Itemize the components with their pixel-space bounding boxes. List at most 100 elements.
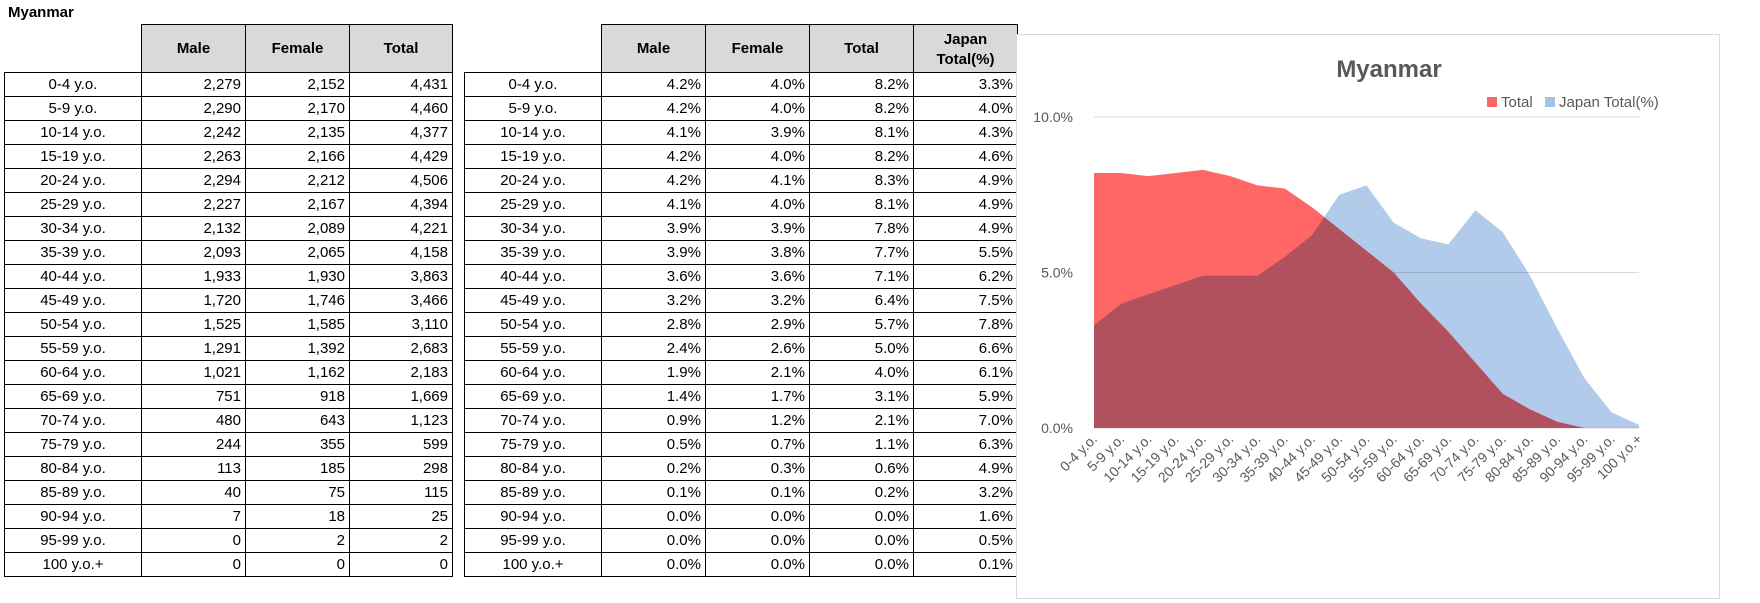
table-row: 90-94 y.o. 0.0% 0.0% 0.0% 1.6% bbox=[464, 504, 1018, 529]
cell-male: 2,242 bbox=[141, 120, 246, 145]
cell-japan-pct: 7.0% bbox=[913, 408, 1018, 433]
cell-total: 3,110 bbox=[349, 312, 453, 337]
row-age-label: 20-24 y.o. bbox=[4, 168, 142, 193]
cell-total-pct: 8.1% bbox=[809, 192, 914, 217]
table-row: 40-44 y.o. 1,933 1,930 3,863 bbox=[4, 264, 453, 289]
cell-total-pct: 0.0% bbox=[809, 552, 914, 577]
header-total: Total bbox=[809, 24, 914, 73]
cell-female-pct: 1.7% bbox=[705, 384, 810, 409]
table-row: 20-24 y.o. 2,294 2,212 4,506 bbox=[4, 168, 453, 193]
table-row: 35-39 y.o. 3.9% 3.8% 7.7% 5.5% bbox=[464, 240, 1018, 265]
cell-japan-pct: 4.0% bbox=[913, 96, 1018, 121]
row-age-label: 50-54 y.o. bbox=[464, 312, 602, 337]
cell-male: 2,227 bbox=[141, 192, 246, 217]
cell-total-pct: 8.2% bbox=[809, 96, 914, 121]
table-row: 95-99 y.o. 0.0% 0.0% 0.0% 0.5% bbox=[464, 528, 1018, 553]
cell-female-pct: 4.1% bbox=[705, 168, 810, 193]
cell-female-pct: 4.0% bbox=[705, 72, 810, 97]
table-row: 60-64 y.o. 1,021 1,162 2,183 bbox=[4, 360, 453, 385]
row-age-label: 65-69 y.o. bbox=[4, 384, 142, 409]
cell-total: 3,863 bbox=[349, 264, 453, 289]
cell-japan-pct: 6.1% bbox=[913, 360, 1018, 385]
cell-female-pct: 4.0% bbox=[705, 144, 810, 169]
cell-japan-pct: 4.3% bbox=[913, 120, 1018, 145]
legend-label-japan: Japan Total(%) bbox=[1559, 94, 1659, 111]
cell-total-pct: 6.4% bbox=[809, 288, 914, 313]
row-age-label: 25-29 y.o. bbox=[4, 192, 142, 217]
cell-male-pct: 0.5% bbox=[601, 432, 706, 457]
row-age-label: 85-89 y.o. bbox=[464, 480, 602, 505]
table-row: 75-79 y.o. 244 355 599 bbox=[4, 432, 453, 457]
cell-female: 1,392 bbox=[245, 336, 350, 361]
cell-total-pct: 5.7% bbox=[809, 312, 914, 337]
table-row: 0-4 y.o. 4.2% 4.0% 8.2% 3.3% bbox=[464, 72, 1018, 97]
cell-male: 113 bbox=[141, 456, 246, 481]
table-row: 15-19 y.o. 2,263 2,166 4,429 bbox=[4, 144, 453, 169]
header-blank bbox=[4, 24, 142, 73]
area-chart: Myanmar 0.0% 5.0% 10.0% Total Japan Total(%… bbox=[1033, 56, 1659, 485]
cell-female: 2,089 bbox=[245, 216, 350, 241]
cell-total: 25 bbox=[349, 504, 453, 529]
row-age-label: 75-79 y.o. bbox=[4, 432, 142, 457]
y-tick-label: 10.0% bbox=[1033, 109, 1073, 125]
cell-total-pct: 1.1% bbox=[809, 432, 914, 457]
cell-female: 18 bbox=[245, 504, 350, 529]
cell-japan-pct: 6.6% bbox=[913, 336, 1018, 361]
cell-male: 7 bbox=[141, 504, 246, 529]
cell-male-pct: 0.0% bbox=[601, 528, 706, 553]
row-age-label: 45-49 y.o. bbox=[464, 288, 602, 313]
cell-male: 1,933 bbox=[141, 264, 246, 289]
cell-japan-pct: 4.9% bbox=[913, 192, 1018, 217]
cell-male: 751 bbox=[141, 384, 246, 409]
cell-total-pct: 0.0% bbox=[809, 528, 914, 553]
cell-japan-pct: 6.2% bbox=[913, 264, 1018, 289]
table-row: 100 y.o.+ 0.0% 0.0% 0.0% 0.1% bbox=[464, 552, 1018, 577]
cell-female: 643 bbox=[245, 408, 350, 433]
cell-female: 1,585 bbox=[245, 312, 350, 337]
cell-total: 1,669 bbox=[349, 384, 453, 409]
table-row: 50-54 y.o. 2.8% 2.9% 5.7% 7.8% bbox=[464, 312, 1018, 337]
header-total: Total bbox=[349, 24, 453, 73]
cell-total-pct: 7.7% bbox=[809, 240, 914, 265]
cell-male-pct: 3.9% bbox=[601, 240, 706, 265]
cell-total: 4,377 bbox=[349, 120, 453, 145]
cell-total: 0 bbox=[349, 552, 453, 577]
legend-swatch-japan bbox=[1545, 97, 1555, 107]
table-row: 70-74 y.o. 0.9% 1.2% 2.1% 7.0% bbox=[464, 408, 1018, 433]
cell-female: 2,152 bbox=[245, 72, 350, 97]
cell-male-pct: 0.0% bbox=[601, 504, 706, 529]
row-age-label: 35-39 y.o. bbox=[4, 240, 142, 265]
cell-total-pct: 8.2% bbox=[809, 72, 914, 97]
cell-male-pct: 4.2% bbox=[601, 168, 706, 193]
cell-male: 2,294 bbox=[141, 168, 246, 193]
table-row: 55-59 y.o. 1,291 1,392 2,683 bbox=[4, 336, 453, 361]
row-age-label: 15-19 y.o. bbox=[4, 144, 142, 169]
row-age-label: 70-74 y.o. bbox=[464, 408, 602, 433]
row-age-label: 100 y.o.+ bbox=[4, 552, 142, 577]
table-row: 5-9 y.o. 2,290 2,170 4,460 bbox=[4, 96, 453, 121]
cell-total: 115 bbox=[349, 480, 453, 505]
row-age-label: 10-14 y.o. bbox=[464, 120, 602, 145]
table-row: 95-99 y.o. 0 2 2 bbox=[4, 528, 453, 553]
cell-male-pct: 4.2% bbox=[601, 144, 706, 169]
table-row: 85-89 y.o. 0.1% 0.1% 0.2% 3.2% bbox=[464, 480, 1018, 505]
table-row: 15-19 y.o. 4.2% 4.0% 8.2% 4.6% bbox=[464, 144, 1018, 169]
cell-japan-pct: 0.1% bbox=[913, 552, 1018, 577]
cell-female-pct: 3.8% bbox=[705, 240, 810, 265]
cell-female-pct: 3.9% bbox=[705, 120, 810, 145]
cell-male-pct: 2.4% bbox=[601, 336, 706, 361]
row-age-label: 90-94 y.o. bbox=[4, 504, 142, 529]
cell-total-pct: 8.1% bbox=[809, 120, 914, 145]
cell-japan-pct: 4.9% bbox=[913, 456, 1018, 481]
cell-female: 2,065 bbox=[245, 240, 350, 265]
row-age-label: 90-94 y.o. bbox=[464, 504, 602, 529]
cell-male: 2,279 bbox=[141, 72, 246, 97]
cell-male: 0 bbox=[141, 552, 246, 577]
header-female: Female bbox=[705, 24, 810, 73]
cell-female-pct: 2.6% bbox=[705, 336, 810, 361]
row-age-label: 85-89 y.o. bbox=[4, 480, 142, 505]
cell-male: 244 bbox=[141, 432, 246, 457]
cell-male-pct: 3.9% bbox=[601, 216, 706, 241]
cell-female: 918 bbox=[245, 384, 350, 409]
cell-total-pct: 2.1% bbox=[809, 408, 914, 433]
